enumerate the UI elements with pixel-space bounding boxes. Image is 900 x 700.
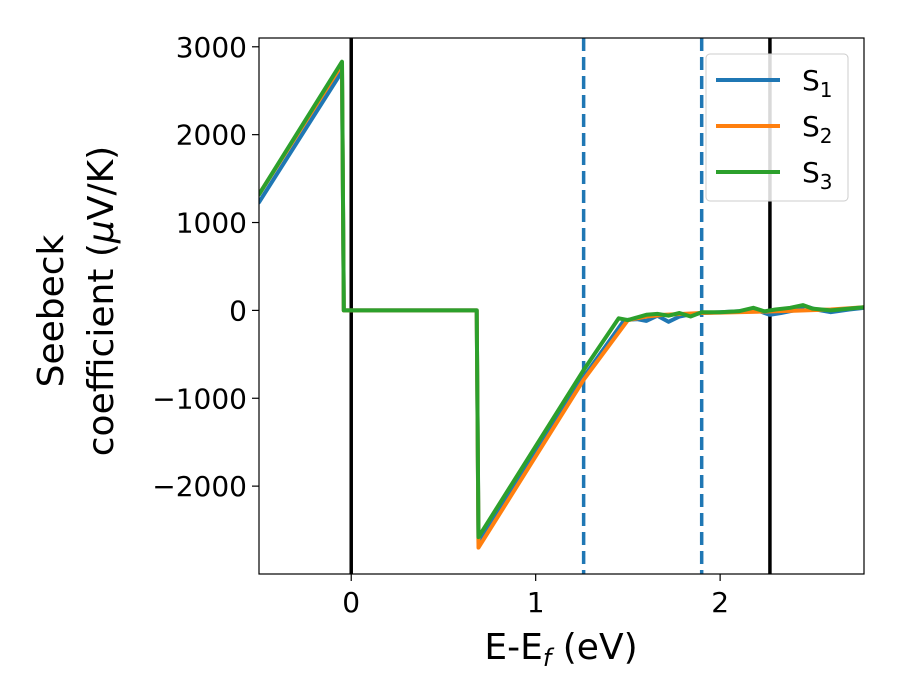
x-tick-label-2: 2 [711,586,729,619]
y-axis-label-suffix: V/K) [81,146,122,220]
y-tick-label-3: 0 [229,294,247,327]
y-tick-label-0: 3000 [176,31,247,64]
y-axis-label-prefix: coefficient ( [81,243,122,456]
y-tick-label-2: 1000 [176,207,247,240]
legend-label-2: S2 [802,110,833,148]
legend-label-1: S1 [802,64,833,102]
series-lines [259,59,864,550]
x-axis-label: E-Ef (eV) [484,627,637,672]
y-axis-label-mu: μ [81,220,122,244]
y-axis-label: Seebeck coefficient (μV/K) [31,146,122,456]
x-axis-label-unit: (eV) [551,627,637,668]
x-axis-label-main: E-E [484,627,542,668]
legend-label-3: S3 [802,156,833,194]
series-line-3 [259,59,864,540]
y-tick-label-4: −1000 [152,382,247,415]
legend-items: S1 S2 S3 [716,64,833,194]
legend: S1 S2 S3 [705,53,849,202]
y-axis-label-line2: coefficient (μV/K) [81,146,122,456]
x-tick-label-1: 1 [527,586,545,619]
y-tick-label-1: 2000 [176,119,247,152]
y-axis-label-line1: Seebeck [31,234,72,387]
x-tick-label-0: 0 [342,586,360,619]
axis-ticks: 0 1 2 3000 2000 1000 0 −1000 −2000 [152,31,729,619]
y-tick-label-5: −2000 [152,470,247,503]
plot-frame [258,37,865,575]
